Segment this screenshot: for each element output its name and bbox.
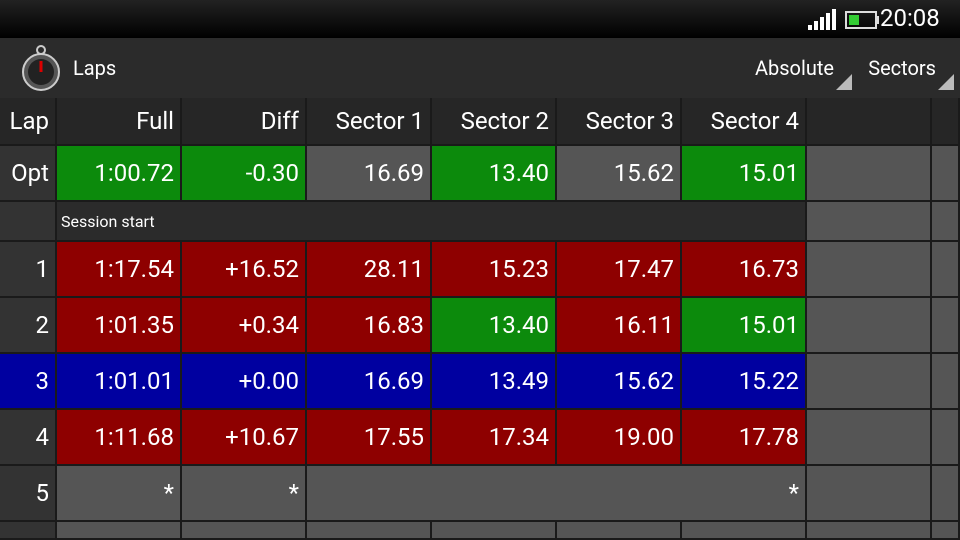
lap-time: 1:01.01 — [57, 354, 182, 410]
lap-number: 2 — [0, 298, 57, 354]
optimal-time: 15.62 — [557, 146, 682, 202]
empty-cell — [807, 242, 932, 298]
lap-time: 1:17.54 — [57, 242, 182, 298]
action-bar: Laps Absolute Sectors — [0, 38, 960, 98]
clock: 20:08 — [880, 4, 940, 32]
lap-number: 1 — [0, 242, 57, 298]
empty-cell — [807, 410, 932, 466]
lap-time: +10.67 — [182, 410, 307, 466]
empty-cell — [432, 522, 557, 540]
status-icons — [808, 9, 879, 30]
spinner-label: Sectors — [868, 56, 936, 80]
spinner-arrow — [836, 74, 852, 90]
lap-time: 13.49 — [432, 354, 557, 410]
lap-time: +0.00 — [182, 354, 307, 410]
empty-cell — [932, 354, 960, 410]
column-header: Sector 4 — [682, 98, 807, 146]
column-header: Sector 1 — [307, 98, 432, 146]
lap-number: 3 — [0, 354, 57, 410]
lap-time: 19.00 — [557, 410, 682, 466]
pending-time: * — [307, 466, 807, 522]
empty-cell — [807, 354, 932, 410]
lap-time: 15.01 — [682, 298, 807, 354]
optimal-time: 15.01 — [682, 146, 807, 202]
empty-cell — [807, 466, 932, 522]
lap-time: 17.78 — [682, 410, 807, 466]
lap-time: 13.40 — [432, 298, 557, 354]
lap-time: 15.62 — [557, 354, 682, 410]
empty-cell — [807, 98, 932, 146]
lap-time: 15.23 — [432, 242, 557, 298]
empty-cell — [57, 522, 182, 540]
row-label: Opt — [0, 146, 57, 202]
pending-time: * — [57, 466, 182, 522]
lap-time: 16.83 — [307, 298, 432, 354]
lap-number: 4 — [0, 410, 57, 466]
laps-table: Lap Full Diff Sector 1 Sector 2 Sector 3 Secto… — [0, 98, 960, 540]
optimal-time: 1:00.72 — [57, 146, 182, 202]
row-label — [0, 202, 57, 242]
column-header: Sector 2 — [432, 98, 557, 146]
optimal-time: 13.40 — [432, 146, 557, 202]
empty-cell — [807, 202, 932, 242]
optimal-time: -0.30 — [182, 146, 307, 202]
empty-cell — [932, 146, 960, 202]
section-header: Session start — [57, 202, 807, 242]
empty-cell — [807, 298, 932, 354]
lap-time: +16.52 — [182, 242, 307, 298]
row-label — [0, 522, 57, 540]
status-bar: 20:08 — [0, 0, 960, 38]
lap-time: 1:01.35 — [57, 298, 182, 354]
lap-time: +0.34 — [182, 298, 307, 354]
empty-cell — [932, 522, 960, 540]
lap-time: 28.11 — [307, 242, 432, 298]
column-header: Full — [57, 98, 182, 146]
lap-time: 17.34 — [432, 410, 557, 466]
empty-cell — [807, 522, 932, 540]
app-icon[interactable] — [20, 42, 62, 94]
lap-time: 17.47 — [557, 242, 682, 298]
spinner[interactable]: Absolute — [740, 38, 852, 98]
empty-cell — [682, 522, 807, 540]
empty-cell — [932, 242, 960, 298]
empty-cell — [557, 522, 682, 540]
empty-cell — [932, 410, 960, 466]
column-header: Lap — [0, 98, 57, 146]
empty-cell — [932, 202, 960, 242]
lap-time: 16.69 — [307, 354, 432, 410]
empty-cell — [182, 522, 307, 540]
column-header: Sector 3 — [557, 98, 682, 146]
spinner-arrow — [938, 74, 954, 90]
empty-cell — [807, 146, 932, 202]
spinner[interactable]: Sectors — [852, 38, 956, 98]
spinner-label: Absolute — [754, 56, 834, 80]
empty-cell — [307, 522, 432, 540]
lap-time: 1:11.68 — [57, 410, 182, 466]
lap-time: 17.55 — [307, 410, 432, 466]
lap-number: 5 — [0, 466, 57, 522]
column-header: Diff — [182, 98, 307, 146]
optimal-time: 16.69 — [307, 146, 432, 202]
pending-time: * — [182, 466, 307, 522]
empty-cell — [932, 298, 960, 354]
lap-time: 15.22 — [682, 354, 807, 410]
lap-time: 16.11 — [557, 298, 682, 354]
empty-cell — [932, 466, 960, 522]
screen-title: Laps — [73, 56, 117, 80]
empty-cell — [932, 98, 960, 146]
lap-time: 16.73 — [682, 242, 807, 298]
